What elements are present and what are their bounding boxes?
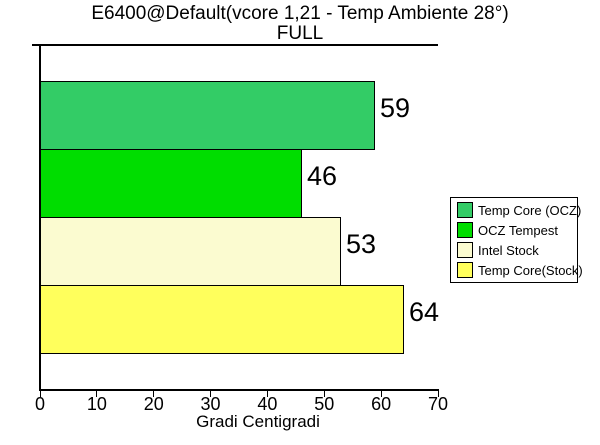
x-axis-line [39, 389, 439, 391]
legend-swatch-icon [457, 202, 473, 218]
legend: Temp Core (OCZ) OCZ Tempest Intel Stock Tem… [450, 197, 583, 283]
x-axis-tick-label: 0 [34, 394, 46, 414]
x-axis-tick-label: 50 [314, 394, 335, 414]
x-axis-tick-label: 30 [200, 394, 221, 414]
x-axis-title: Gradi Centigradi [196, 412, 320, 431]
chart-subtitle: FULL [276, 23, 324, 44]
legend-item: OCZ Tempest [457, 222, 577, 238]
x-axis-tick-label: 70 [427, 394, 449, 414]
chart-bar [40, 81, 375, 150]
x-axis-tick [266, 391, 268, 397]
x-axis-tick [39, 391, 41, 397]
chart-bar [40, 149, 302, 218]
bar-value-label: 64 [409, 297, 440, 327]
x-axis-tick [210, 391, 212, 397]
plot-top-border [32, 44, 438, 46]
legend-swatch-icon [457, 262, 473, 278]
x-axis-tick-label: 20 [143, 394, 164, 414]
x-axis-tick [323, 391, 325, 397]
bar-value-label: 53 [346, 229, 377, 259]
legend-item: Temp Core (OCZ) [457, 202, 581, 218]
chart-title: E6400@Default(vcore 1,21 - Temp Ambiente… [91, 3, 509, 24]
legend-label: Temp Core (OCZ) [478, 202, 582, 218]
legend-item: Intel Stock [457, 242, 577, 258]
chart-bar [40, 285, 404, 354]
x-axis-tick-label: 10 [86, 394, 107, 414]
x-axis-tick [380, 391, 382, 397]
bar-value-label: 46 [307, 161, 338, 191]
legend-swatch-icon [457, 222, 473, 238]
legend-label: OCZ Tempest [478, 222, 558, 238]
legend-label: Temp Core(Stock) [478, 262, 583, 278]
x-axis-tick [153, 391, 155, 397]
x-axis-tick-label: 60 [371, 394, 392, 414]
legend-item: Temp Core(Stock) [457, 262, 583, 278]
legend-label: Intel Stock [478, 242, 539, 258]
x-axis-tick-label: 40 [257, 394, 278, 414]
legend-swatch-icon [457, 242, 473, 258]
x-axis-tick [96, 391, 98, 397]
x-axis-tick [437, 391, 439, 397]
bar-value-label: 59 [380, 93, 411, 123]
